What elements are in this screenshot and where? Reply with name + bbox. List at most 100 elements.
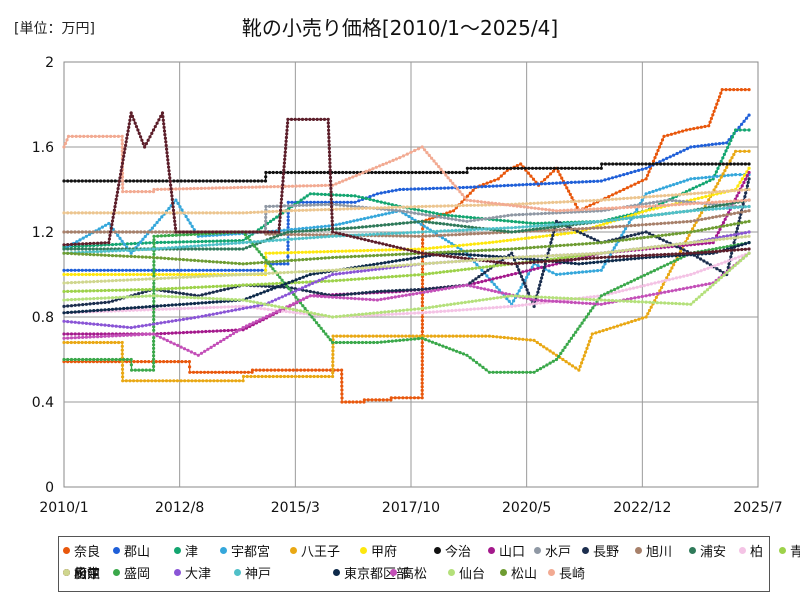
data-point bbox=[506, 213, 510, 218]
data-point bbox=[322, 250, 326, 254]
data-point bbox=[502, 166, 506, 170]
data-point bbox=[256, 268, 260, 272]
data-point bbox=[204, 301, 208, 305]
data-point bbox=[671, 277, 675, 281]
data-point bbox=[330, 215, 334, 220]
data-point bbox=[540, 298, 544, 303]
data-point bbox=[644, 204, 648, 209]
data-point bbox=[338, 227, 342, 231]
data-point bbox=[135, 211, 139, 215]
data-point bbox=[252, 210, 256, 214]
data-point bbox=[439, 212, 443, 216]
data-point bbox=[677, 130, 681, 134]
data-point bbox=[168, 179, 172, 184]
data-point bbox=[651, 189, 655, 194]
data-point bbox=[380, 213, 384, 217]
data-point bbox=[304, 170, 308, 175]
data-point bbox=[331, 279, 335, 283]
data-point bbox=[622, 230, 626, 234]
data-point bbox=[450, 229, 454, 233]
data-point bbox=[219, 211, 223, 215]
data-point bbox=[84, 230, 88, 234]
data-point bbox=[212, 268, 216, 272]
data-point bbox=[554, 357, 559, 362]
data-point bbox=[183, 379, 187, 383]
data-point bbox=[513, 304, 517, 308]
data-point bbox=[196, 296, 200, 300]
data-point bbox=[401, 252, 406, 256]
data-point bbox=[143, 234, 147, 239]
data-point bbox=[238, 179, 242, 183]
data-point bbox=[596, 166, 600, 170]
data-point bbox=[164, 140, 168, 144]
data-point bbox=[248, 299, 252, 303]
data-point bbox=[346, 226, 350, 230]
data-point bbox=[304, 280, 309, 284]
data-point bbox=[99, 211, 103, 215]
data-point bbox=[534, 166, 538, 170]
data-point bbox=[133, 248, 137, 252]
data-point bbox=[370, 239, 374, 243]
data-point bbox=[537, 235, 542, 239]
data-point bbox=[187, 179, 191, 183]
data-point bbox=[282, 204, 287, 208]
data-point bbox=[562, 227, 566, 232]
data-point bbox=[88, 302, 92, 306]
data-point bbox=[69, 310, 74, 314]
data-point bbox=[194, 179, 198, 183]
data-point bbox=[681, 202, 685, 206]
data-point bbox=[726, 259, 731, 263]
data-point bbox=[215, 341, 220, 345]
data-point bbox=[319, 228, 324, 232]
data-point bbox=[549, 225, 553, 229]
data-point bbox=[234, 247, 238, 251]
data-point bbox=[540, 224, 544, 228]
data-point bbox=[234, 261, 238, 265]
data-point bbox=[610, 176, 615, 180]
data-point bbox=[297, 374, 301, 379]
data-point bbox=[322, 170, 326, 175]
data-point bbox=[420, 267, 425, 271]
data-point bbox=[143, 230, 147, 234]
data-point bbox=[323, 183, 327, 187]
data-point bbox=[653, 281, 657, 285]
data-point bbox=[379, 200, 383, 204]
data-point bbox=[450, 250, 454, 254]
data-point bbox=[513, 337, 518, 341]
data-point bbox=[255, 293, 259, 297]
data-point bbox=[603, 298, 607, 302]
data-point bbox=[480, 166, 484, 170]
data-point bbox=[214, 230, 218, 234]
data-point bbox=[161, 379, 165, 383]
data-point bbox=[107, 357, 111, 362]
data-point bbox=[410, 170, 414, 175]
data-point bbox=[451, 209, 456, 213]
data-point bbox=[607, 177, 611, 181]
data-point bbox=[599, 226, 603, 230]
data-point bbox=[398, 312, 402, 316]
data-point bbox=[505, 297, 509, 301]
data-point bbox=[537, 287, 541, 291]
data-point bbox=[640, 162, 644, 166]
data-point bbox=[139, 179, 143, 183]
data-point bbox=[444, 173, 448, 177]
data-point bbox=[125, 133, 129, 137]
data-point bbox=[420, 230, 424, 234]
data-point bbox=[273, 304, 277, 308]
data-point bbox=[245, 211, 249, 215]
data-point bbox=[163, 246, 167, 250]
data-point bbox=[84, 242, 88, 246]
data-point bbox=[129, 242, 133, 246]
data-point bbox=[166, 257, 171, 261]
data-point bbox=[338, 293, 342, 297]
data-point bbox=[725, 189, 729, 193]
data-point bbox=[596, 226, 600, 230]
data-point bbox=[327, 374, 331, 379]
data-point bbox=[278, 215, 282, 220]
data-point bbox=[186, 211, 190, 215]
data-point bbox=[504, 203, 508, 207]
data-point bbox=[174, 303, 178, 307]
data-point bbox=[577, 208, 581, 212]
data-point bbox=[137, 324, 141, 328]
data-point bbox=[323, 192, 327, 197]
